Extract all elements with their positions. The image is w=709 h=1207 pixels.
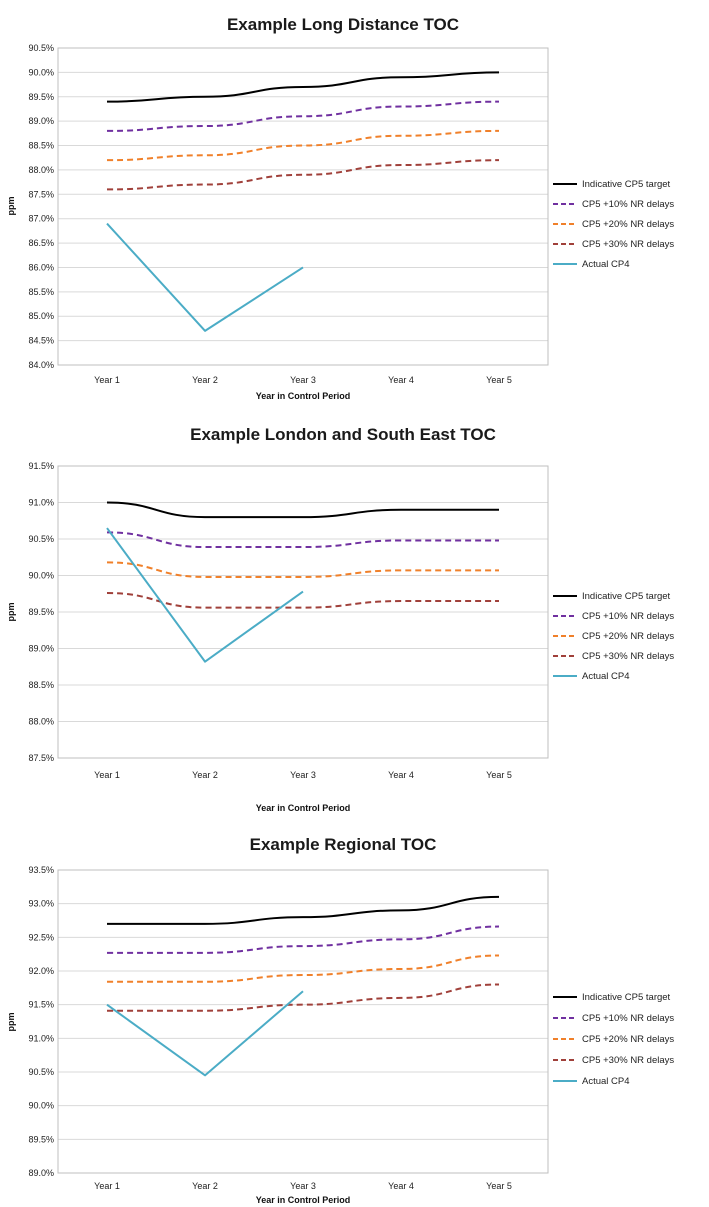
- series-line-cp5-20-nr-delays: [106, 954, 500, 983]
- series-line-cp5-10-nr-delays: [106, 925, 500, 954]
- legend-label: CP5 +10% NR delays: [582, 1013, 674, 1024]
- series-line-actual-cp4: [106, 527, 304, 663]
- y-tick-label: 91.0%: [28, 1033, 54, 1043]
- y-tick-label: 90.0%: [28, 67, 54, 77]
- chart-svg: Example Long Distance TOC 84.0% 84.5% 85.0%…: [6, 15, 674, 401]
- y-tick-label: 91.0%: [28, 498, 54, 508]
- x-tick-label: Year 5: [486, 1181, 512, 1191]
- legend-label: CP5 +20% NR delays: [582, 219, 674, 230]
- chart-title: Example Long Distance TOC: [227, 15, 459, 34]
- x-tick-label: Year 1: [94, 1181, 120, 1191]
- x-tick-label: Year 1: [94, 770, 120, 780]
- y-tick-label: 93.0%: [28, 899, 54, 909]
- y-tick-label: 87.0%: [28, 214, 54, 224]
- y-tick-label: 88.0%: [28, 717, 54, 727]
- y-tick-label: 91.5%: [28, 461, 54, 471]
- legend-label: CP5 +20% NR delays: [582, 631, 674, 642]
- series-line-cp5-20-nr-delays: [106, 129, 500, 162]
- x-tick-label: Year 4: [388, 375, 414, 385]
- x-tick-label: Year 3: [290, 1181, 316, 1191]
- plot-area: [57, 869, 549, 1174]
- chart-regional-toc: Example Regional TOC 89.0% 89.5% 90.0% 90.5%…: [0, 830, 709, 1207]
- x-axis-title: Year in Control Period: [256, 803, 351, 813]
- y-tick-label: 85.0%: [28, 311, 54, 321]
- series-line-cp5-30-nr-delays: [106, 592, 499, 609]
- plot-area: [57, 47, 549, 366]
- x-tick-label: Year 2: [192, 1181, 218, 1191]
- y-tick-label: 90.5%: [28, 1067, 54, 1077]
- y-tick-label: 85.5%: [28, 287, 54, 297]
- y-tick-label: 84.5%: [28, 336, 54, 346]
- y-tick-label: 88.0%: [28, 165, 54, 175]
- legend-label: Actual CP4: [582, 671, 630, 682]
- chart-title: Example London and South East TOC: [190, 425, 496, 444]
- x-tick-label: Year 3: [290, 770, 316, 780]
- y-tick-label: 89.0%: [28, 1168, 54, 1178]
- series-line-indicative-cp5-target: [107, 895, 500, 925]
- series-line-cp5-10-nr-delays: [106, 100, 500, 132]
- y-axis-title: ppm: [6, 197, 16, 216]
- y-tick-label: 89.5%: [28, 92, 54, 102]
- y-tick-label: 92.0%: [28, 966, 54, 976]
- y-tick-label: 92.5%: [28, 932, 54, 942]
- y-axis-title: ppm: [6, 603, 16, 622]
- x-tick-label: Year 3: [290, 375, 316, 385]
- x-tick-label: Year 4: [388, 770, 414, 780]
- legend-label: CP5 +10% NR delays: [582, 611, 674, 622]
- y-tick-label: 89.0%: [28, 644, 54, 654]
- y-tick-label: 86.0%: [28, 262, 54, 272]
- y-tick-label: 88.5%: [28, 680, 54, 690]
- y-tick-label: 87.5%: [28, 189, 54, 199]
- y-tick-label: 90.5%: [28, 43, 54, 53]
- legend-label: Indicative CP5 target: [582, 591, 671, 602]
- series-line-cp5-30-nr-delays: [106, 159, 500, 191]
- y-tick-label: 84.0%: [28, 360, 54, 370]
- chart-title: Example Regional TOC: [250, 835, 437, 854]
- x-tick-label: Year 5: [486, 375, 512, 385]
- series-line-indicative-cp5-target: [106, 71, 500, 103]
- y-tick-label: 91.5%: [28, 1000, 54, 1010]
- x-tick-label: Year 2: [192, 770, 218, 780]
- x-axis-title: Year in Control Period: [256, 1195, 351, 1205]
- legend-label: Indicative CP5 target: [582, 992, 671, 1003]
- series-line-actual-cp4: [106, 990, 304, 1077]
- plot-area: [57, 465, 549, 759]
- legend-label: Actual CP4: [582, 1076, 630, 1087]
- legend-label: Indicative CP5 target: [582, 179, 671, 190]
- legend-label: Actual CP4: [582, 259, 630, 270]
- y-tick-label: 93.5%: [28, 865, 54, 875]
- y-axis-title: ppm: [6, 1013, 16, 1032]
- chart-svg: Example Regional TOC 89.0% 89.5% 90.0% 90.5%…: [6, 835, 674, 1205]
- series-line-cp5-10-nr-delays: [106, 531, 499, 549]
- legend-label: CP5 +20% NR delays: [582, 1034, 674, 1045]
- y-tick-label: 90.0%: [28, 571, 54, 581]
- x-tick-label: Year 4: [388, 1181, 414, 1191]
- y-tick-label: 86.5%: [28, 238, 54, 248]
- legend-label: CP5 +30% NR delays: [582, 651, 674, 662]
- y-tick-label: 87.5%: [28, 753, 54, 763]
- series-line-indicative-cp5-target: [106, 501, 499, 519]
- series-line-actual-cp4: [106, 222, 304, 332]
- chart-svg: Example London and South East TOC 87.5% 88…: [6, 425, 674, 813]
- chart-london-south-east-toc: Example London and South East TOC 87.5% 88…: [0, 418, 709, 818]
- y-tick-label: 88.5%: [28, 141, 54, 151]
- y-tick-label: 90.5%: [28, 534, 54, 544]
- series-line-cp5-20-nr-delays: [106, 561, 499, 578]
- legend-label: CP5 +10% NR delays: [582, 199, 674, 210]
- chart-long-distance-toc: Example Long Distance TOC 84.0% 84.5% 85.0%…: [0, 0, 709, 405]
- x-tick-label: Year 1: [94, 375, 120, 385]
- y-tick-label: 89.5%: [28, 607, 54, 617]
- y-tick-label: 89.0%: [28, 116, 54, 126]
- x-tick-label: Year 2: [192, 375, 218, 385]
- series-line-cp5-30-nr-delays: [106, 983, 500, 1012]
- y-tick-label: 89.5%: [28, 1134, 54, 1144]
- y-tick-label: 90.0%: [28, 1101, 54, 1111]
- x-axis-title: Year in Control Period: [256, 391, 351, 401]
- x-tick-label: Year 5: [486, 770, 512, 780]
- legend-label: CP5 +30% NR delays: [582, 239, 674, 250]
- legend-label: CP5 +30% NR delays: [582, 1055, 674, 1066]
